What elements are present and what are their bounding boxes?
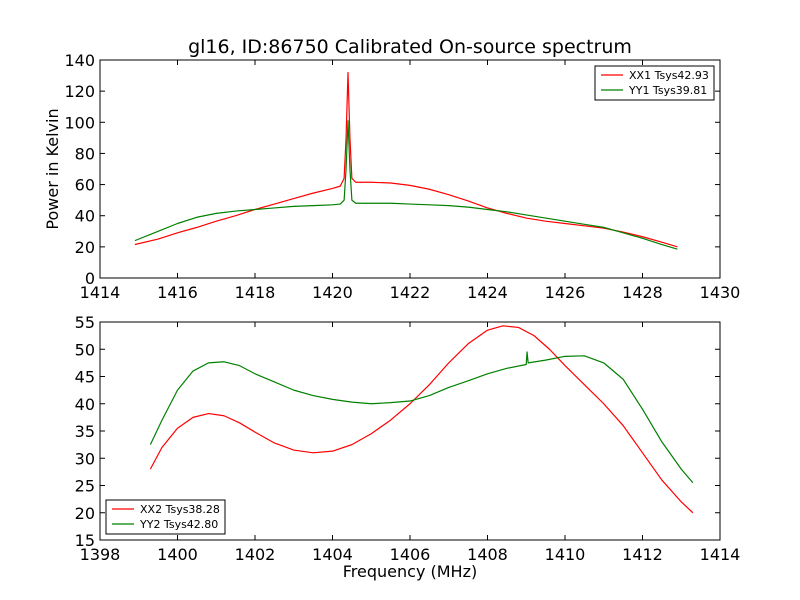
bottom-chart-xtick-label: 1406 bbox=[390, 545, 431, 564]
bottom-chart-series bbox=[149, 325, 694, 514]
top-chart-xtick-label: 1418 bbox=[235, 283, 276, 302]
top-chart-legend-box bbox=[594, 65, 715, 101]
top-chart-legend-label-1: YY1 Tsys39.81 bbox=[628, 84, 707, 97]
bottom-chart-ytick-label: 15 bbox=[75, 531, 95, 550]
bottom-chart-xlabel: Frequency (MHz) bbox=[343, 562, 477, 581]
bottom-chart-xtick-label: 1402 bbox=[235, 545, 276, 564]
top-chart-ytick-label: 40 bbox=[75, 207, 95, 226]
top-chart-title: gl16, ID:86750 Calibrated On-source spec… bbox=[188, 36, 632, 58]
top-chart-legend-label-0: XX1 Tsys42.93 bbox=[629, 69, 709, 82]
bottom-chart-legend: XX2 Tsys38.28 YY2 Tsys42.80 bbox=[105, 499, 226, 535]
top-chart-legend: XX1 Tsys42.93 YY1 Tsys39.81 bbox=[594, 65, 715, 101]
top-chart-xtick-label: 1424 bbox=[467, 283, 508, 302]
bottom-chart-ytick-label: 55 bbox=[75, 313, 95, 332]
top-chart-series-line-0 bbox=[134, 71, 678, 248]
bottom-chart-series-line-0 bbox=[149, 325, 694, 514]
top-chart-series bbox=[134, 71, 678, 250]
bottom-chart-xtick-label: 1398 bbox=[80, 545, 121, 564]
top-chart-ytick-label: 100 bbox=[64, 113, 95, 132]
top-chart-ytick-label: 0 bbox=[85, 269, 95, 288]
bottom-chart-ytick-label: 20 bbox=[75, 504, 95, 523]
top-chart-xtick-label: 1416 bbox=[157, 283, 198, 302]
bottom-chart-xtick-label: 1410 bbox=[545, 545, 586, 564]
top-chart-ytick-label: 20 bbox=[75, 238, 95, 257]
bottom-chart-legend-label-1: YY2 Tsys42.80 bbox=[139, 518, 218, 531]
top-chart-ytick-label: 140 bbox=[64, 51, 95, 70]
bottom-chart-ytick-label: 35 bbox=[75, 422, 95, 441]
bottom-chart-xtick-label: 1400 bbox=[157, 545, 198, 564]
bottom-chart-ytick-label: 40 bbox=[75, 395, 95, 414]
bottom-chart-legend-box bbox=[105, 499, 226, 535]
bottom-chart-xtick-label: 1414 bbox=[700, 545, 741, 564]
bottom-chart-series-line-1 bbox=[149, 351, 694, 484]
top-chart-ytick-label: 80 bbox=[75, 144, 95, 163]
top-chart-xtick-label: 1426 bbox=[545, 283, 586, 302]
top-chart-xtick-label: 1420 bbox=[312, 283, 353, 302]
bottom-chart-xtick-label: 1404 bbox=[312, 545, 353, 564]
top-chart: gl16, ID:86750 Calibrated On-source spec… bbox=[43, 36, 740, 302]
top-chart-ylabel: Power in Kelvin bbox=[43, 108, 62, 229]
top-chart-xtick-label: 1414 bbox=[80, 283, 121, 302]
top-chart-xtick-label: 1430 bbox=[700, 283, 741, 302]
bottom-chart-xtick-label: 1412 bbox=[622, 545, 663, 564]
bottom-chart-legend-label-0: XX2 Tsys38.28 bbox=[140, 503, 220, 516]
top-chart-ytick-label: 60 bbox=[75, 176, 95, 195]
top-chart-ticks: 1414 1416 1418 1420 1422 1424 1426 1428 1430 0 20 4… bbox=[64, 51, 740, 302]
bottom-chart-ytick-label: 30 bbox=[75, 449, 95, 468]
top-chart-series-line-1 bbox=[134, 120, 678, 250]
bottom-chart-ytick-label: 50 bbox=[75, 340, 95, 359]
bottom-chart-ticks: 1398 1400 1402 1404 1406 1408 1410 1412 1414 15 20… bbox=[75, 313, 741, 564]
bottom-chart-xtick-label: 1408 bbox=[467, 545, 508, 564]
top-chart-xtick-label: 1428 bbox=[622, 283, 663, 302]
top-chart-xtick-label: 1422 bbox=[390, 283, 431, 302]
bottom-chart-ytick-label: 45 bbox=[75, 368, 95, 387]
bottom-chart: 1398 1400 1402 1404 1406 1408 1410 1412 1414 15 20… bbox=[75, 313, 741, 581]
top-chart-ytick-label: 120 bbox=[64, 82, 95, 101]
bottom-chart-ytick-label: 25 bbox=[75, 477, 95, 496]
